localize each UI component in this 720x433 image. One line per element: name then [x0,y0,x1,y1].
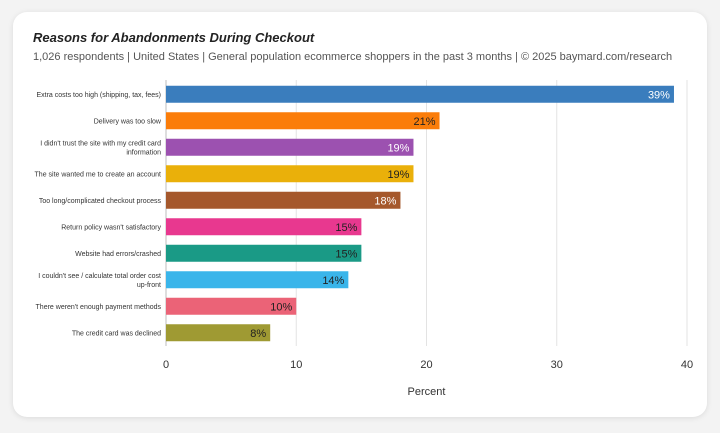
data-label: 39% [648,89,670,101]
data-label: 18% [374,195,396,207]
bar [166,297,297,315]
category-label: Delivery was too slow [94,118,162,125]
bar [166,138,414,156]
category-label: Website had errors/crashed [75,251,161,258]
x-tick-label: 40 [681,359,693,371]
chart-card [13,12,707,417]
data-label: 10% [270,301,292,313]
x-axis-label: Percent [408,386,446,398]
data-label: 8% [250,328,266,340]
data-label: 14% [322,275,344,287]
category-label: The site wanted me to create an account [35,171,162,178]
category-label: Return policy wasn't satisfactory [61,224,161,231]
bar [166,112,440,130]
data-label: 19% [387,142,409,154]
bar [166,271,349,289]
category-label: Too long/complicated checkout process [39,198,162,205]
chart-subtitle: 1,026 respondents | United States | Gene… [33,51,673,63]
bar [166,218,362,236]
bar [166,324,271,342]
category-label: The credit card was declined [72,330,161,337]
x-tick-label: 10 [290,359,302,371]
x-tick-label: 0 [163,359,169,371]
category-label: I didn't trust the site with my credit c… [40,140,161,156]
bar [166,191,401,209]
x-tick-label: 20 [420,359,432,371]
bar [166,85,674,103]
data-label: 15% [335,248,357,260]
chart-title: Reasons for Abandonments During Checkout [33,30,315,45]
category-label: There weren't enough payment methods [36,304,162,311]
data-label: 21% [413,116,435,128]
data-label: 19% [387,169,409,181]
bar [166,244,362,262]
data-label: 15% [335,222,357,234]
x-tick-label: 30 [551,359,563,371]
bar [166,165,414,183]
category-label: Extra costs too high (shipping, tax, fee… [36,92,161,99]
category-label: I couldn't see / calculate total order c… [38,273,161,289]
